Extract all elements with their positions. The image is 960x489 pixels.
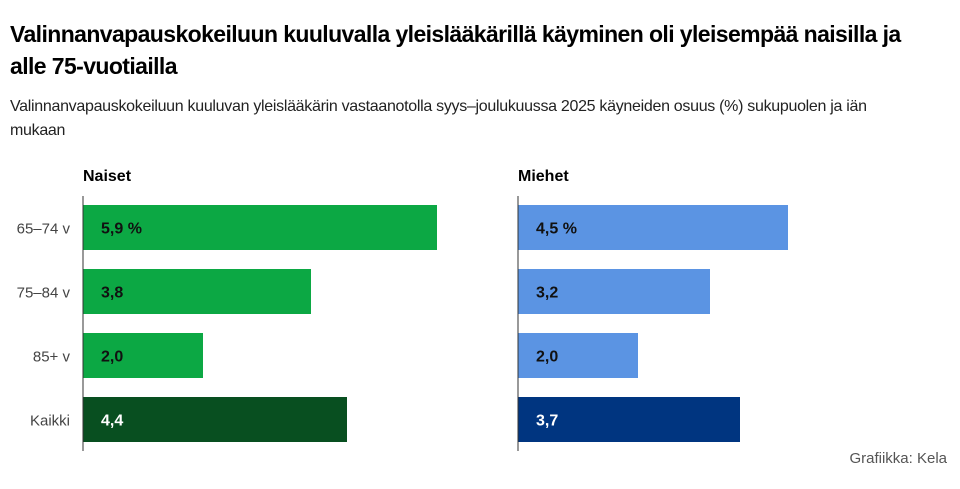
data-label: 2,0 [536,349,558,366]
data-label: 4,5 % [536,221,577,238]
chart-title: Valinnanvapauskokeiluun kuuluvalla yleis… [10,21,901,79]
data-label: 3,8 [101,285,123,302]
category-label: 85+ v [33,349,71,366]
category-label: Kaikki [30,413,70,430]
data-label: 3,7 [536,413,558,430]
bar [83,269,311,314]
bar [518,269,710,314]
data-label: 3,2 [536,285,558,302]
panel-title: Miehet [518,168,569,185]
bar [83,397,347,442]
bar [518,333,638,378]
panel-title: Naiset [83,168,132,185]
data-label: 5,9 % [101,221,142,238]
data-label: 2,0 [101,349,123,366]
credit: Grafiikka: Kela [849,450,947,467]
category-label: 75–84 v [17,285,71,302]
data-label: 4,4 [101,413,123,430]
category-label: 65–74 v [17,221,71,238]
bar [83,333,203,378]
bar [518,205,788,250]
bar [83,205,437,250]
chart-subtitle: Valinnanvapauskokeiluun kuuluvan yleislä… [10,98,867,139]
bar [518,397,740,442]
